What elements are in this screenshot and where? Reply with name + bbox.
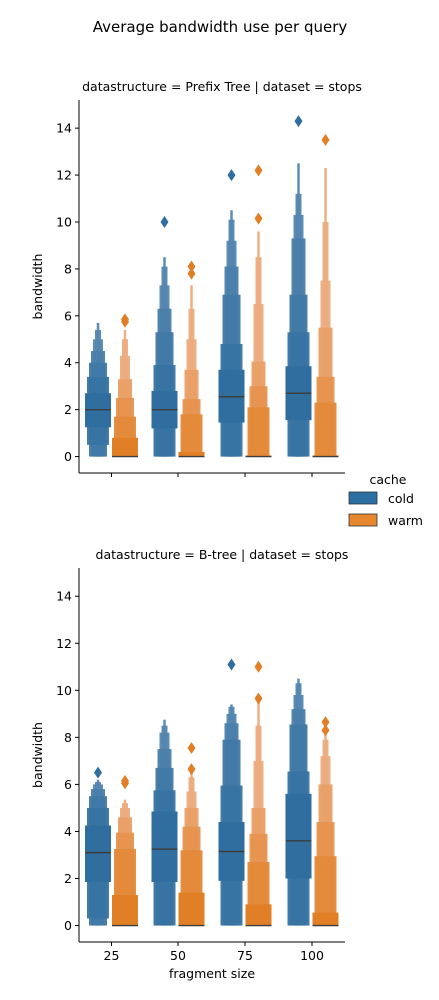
outlier-point xyxy=(121,774,129,787)
boxen-warm-100 xyxy=(312,716,339,927)
chart-panel-2: datastructure = B-tree | dataset = stops… xyxy=(30,547,348,981)
y-tick-label: 12 xyxy=(56,636,72,651)
panel-title: datastructure = Prefix Tree | dataset = … xyxy=(82,79,362,94)
boxen-cold-100 xyxy=(285,678,312,926)
outlier-point xyxy=(187,763,196,776)
x-axis-label: fragment size xyxy=(169,966,255,981)
legend-swatch-warm xyxy=(348,513,378,527)
boxen-level xyxy=(314,856,337,926)
boxen-level xyxy=(112,437,138,457)
outlier-point xyxy=(254,212,263,225)
outlier-point xyxy=(160,215,169,228)
boxen-level xyxy=(314,402,337,457)
chart-panel-1: datastructure = Prefix Tree | dataset = … xyxy=(30,79,362,477)
outlier-point xyxy=(187,260,196,273)
x-tick-label: 100 xyxy=(300,948,324,963)
boxen-warm-75 xyxy=(245,164,272,458)
figure-title: Average bandwidth use per query xyxy=(93,18,348,36)
outlier-point xyxy=(254,692,263,705)
boxen-cold-25 xyxy=(85,322,111,457)
boxen-warm-100 xyxy=(312,133,339,458)
outlier-point xyxy=(294,115,303,128)
legend-label-cold: cold xyxy=(388,491,414,506)
boxen-level xyxy=(285,793,312,879)
outlier-point xyxy=(187,267,196,280)
boxen-cold-100 xyxy=(285,115,312,457)
y-tick-label: 4 xyxy=(64,355,72,370)
outlier-point xyxy=(254,164,263,177)
y-tick-label: 0 xyxy=(64,918,72,933)
boxen-level xyxy=(151,811,178,883)
boxen-level xyxy=(245,904,272,926)
outlier-point xyxy=(187,741,196,754)
legend-label-warm: warm xyxy=(388,513,423,528)
panel-title: datastructure = B-tree | dataset = stops xyxy=(96,547,349,562)
y-tick-label: 10 xyxy=(56,214,72,229)
facet-panels: datastructure = Prefix Tree | dataset = … xyxy=(30,79,362,981)
boxen-cold-75 xyxy=(218,169,245,457)
boxen-level xyxy=(112,894,138,926)
boxen-cold-75 xyxy=(218,658,245,926)
boxen-cold-50 xyxy=(151,719,178,926)
boxen-warm-75 xyxy=(245,660,272,927)
y-tick-label: 2 xyxy=(64,871,72,886)
boxen-cold-25 xyxy=(85,766,111,926)
y-tick-label: 10 xyxy=(56,683,72,698)
outlier-point xyxy=(121,313,129,326)
y-tick-label: 14 xyxy=(56,589,72,604)
y-tick-label: 2 xyxy=(64,402,72,417)
x-tick-label: 25 xyxy=(104,948,120,963)
outlier-point xyxy=(227,658,236,671)
outlier-point xyxy=(254,660,263,673)
outlier-point xyxy=(227,169,236,182)
legend-title: cache xyxy=(369,472,406,487)
y-axis-label: bandwidth xyxy=(30,254,45,320)
boxen-warm-25 xyxy=(112,774,138,927)
boxen-warm-25 xyxy=(112,313,138,458)
y-tick-label: 12 xyxy=(56,168,72,183)
x-tick-label: 75 xyxy=(237,948,253,963)
y-tick-label: 14 xyxy=(56,121,72,136)
boxen-warm-50 xyxy=(178,260,205,458)
y-tick-label: 4 xyxy=(64,824,72,839)
y-tick-label: 8 xyxy=(64,261,72,276)
x-tick-label: 50 xyxy=(170,948,186,963)
legend-swatch-cold xyxy=(348,491,378,505)
outlier-point xyxy=(321,133,330,146)
boxen-level xyxy=(178,451,205,457)
y-tick-label: 0 xyxy=(64,449,72,464)
boxen-level xyxy=(85,825,111,883)
outlier-point xyxy=(321,724,330,737)
outlier-point xyxy=(321,716,330,729)
boxen-cold-50 xyxy=(151,215,178,457)
outlier-point xyxy=(94,766,102,779)
y-axis-label: bandwidth xyxy=(30,722,45,788)
boxen-warm-50 xyxy=(178,741,205,927)
boxen-level xyxy=(178,892,205,926)
boxen-level xyxy=(247,407,270,457)
y-tick-label: 6 xyxy=(64,308,72,323)
y-tick-label: 6 xyxy=(64,777,72,792)
legend: cache cold warm xyxy=(348,472,423,528)
boxen-level xyxy=(180,414,203,457)
boxen-level xyxy=(312,912,339,926)
y-tick-label: 8 xyxy=(64,730,72,745)
